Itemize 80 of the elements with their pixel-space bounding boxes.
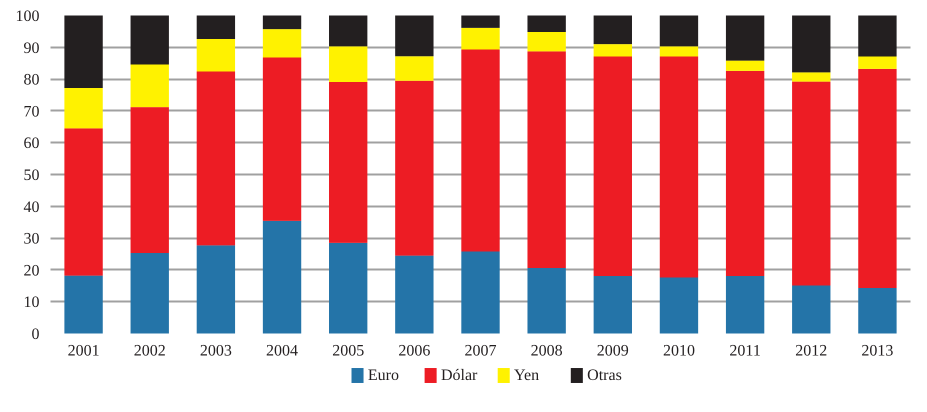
x-tick-label: 2006 — [398, 342, 430, 360]
bar — [329, 242, 368, 334]
bar — [792, 16, 830, 72]
legend-label: Otras — [587, 367, 622, 384]
x-tick-label: 2013 — [861, 342, 894, 360]
bar — [461, 50, 500, 252]
bar — [64, 276, 103, 334]
bar — [527, 16, 566, 32]
bar — [461, 28, 500, 50]
bar — [395, 80, 434, 256]
bar — [792, 285, 830, 334]
y-tick-label: 0 — [32, 326, 40, 343]
x-tick-label: 2010 — [662, 342, 695, 360]
bar — [527, 51, 566, 268]
y-tick-label: 80 — [24, 72, 40, 89]
bar — [594, 56, 632, 276]
bar — [858, 16, 897, 57]
bar — [594, 16, 632, 44]
bar — [196, 16, 236, 40]
bar — [660, 46, 698, 57]
y-tick-label: 20 — [24, 262, 40, 280]
bar — [527, 32, 566, 52]
x-tick-label: 2005 — [332, 342, 364, 360]
bar — [792, 82, 830, 286]
y-tick-label: 10 — [24, 294, 40, 312]
x-tick-label: 2002 — [134, 342, 166, 360]
y-tick-label: 70 — [24, 103, 40, 120]
bar — [594, 276, 632, 334]
bar — [262, 16, 302, 30]
bar — [130, 16, 169, 64]
legend-label: Yen — [514, 367, 540, 384]
bar — [130, 253, 169, 334]
bar — [858, 56, 897, 69]
bar — [792, 72, 830, 82]
bar — [726, 16, 764, 61]
bar — [329, 82, 368, 243]
bar — [395, 16, 434, 56]
bar — [196, 39, 236, 72]
bar — [329, 16, 368, 46]
bar — [262, 29, 302, 58]
bar — [395, 256, 434, 334]
bar — [64, 88, 103, 128]
x-tick-label: 2011 — [729, 342, 761, 360]
y-tick-label: 100 — [16, 8, 40, 25]
bar — [196, 71, 236, 246]
bar — [461, 16, 500, 28]
bar — [726, 60, 764, 71]
y-tick-label: 30 — [24, 230, 40, 248]
bar — [64, 16, 103, 88]
bar — [395, 56, 434, 81]
bar — [660, 16, 698, 46]
bar — [726, 70, 764, 276]
y-tick-label: 60 — [24, 135, 40, 152]
bar — [660, 278, 698, 334]
bar — [196, 245, 236, 334]
x-tick-label: 2003 — [200, 342, 232, 360]
legend-label: Dólar — [440, 367, 478, 384]
bar — [329, 46, 368, 82]
bar — [660, 56, 698, 278]
y-tick-label: 50 — [24, 167, 40, 184]
bar — [262, 220, 302, 334]
bar — [130, 107, 169, 254]
bar — [130, 64, 169, 108]
x-tick-label: 2001 — [68, 342, 100, 360]
bar — [527, 268, 566, 334]
bar — [858, 68, 897, 288]
bar — [858, 288, 897, 334]
x-tick-label: 2008 — [530, 342, 563, 360]
bar — [726, 276, 764, 334]
x-tick-label: 2012 — [795, 342, 828, 360]
x-tick-label: 2004 — [266, 342, 298, 360]
bar — [262, 57, 302, 221]
y-tick-label: 40 — [24, 198, 40, 216]
x-tick-label: 2009 — [596, 342, 629, 360]
y-tick-label: 90 — [24, 40, 40, 57]
x-tick-label: 2007 — [464, 342, 496, 360]
bar — [64, 128, 103, 276]
legend-label: Euro — [368, 367, 399, 384]
bar — [594, 44, 632, 57]
bar — [461, 251, 500, 334]
